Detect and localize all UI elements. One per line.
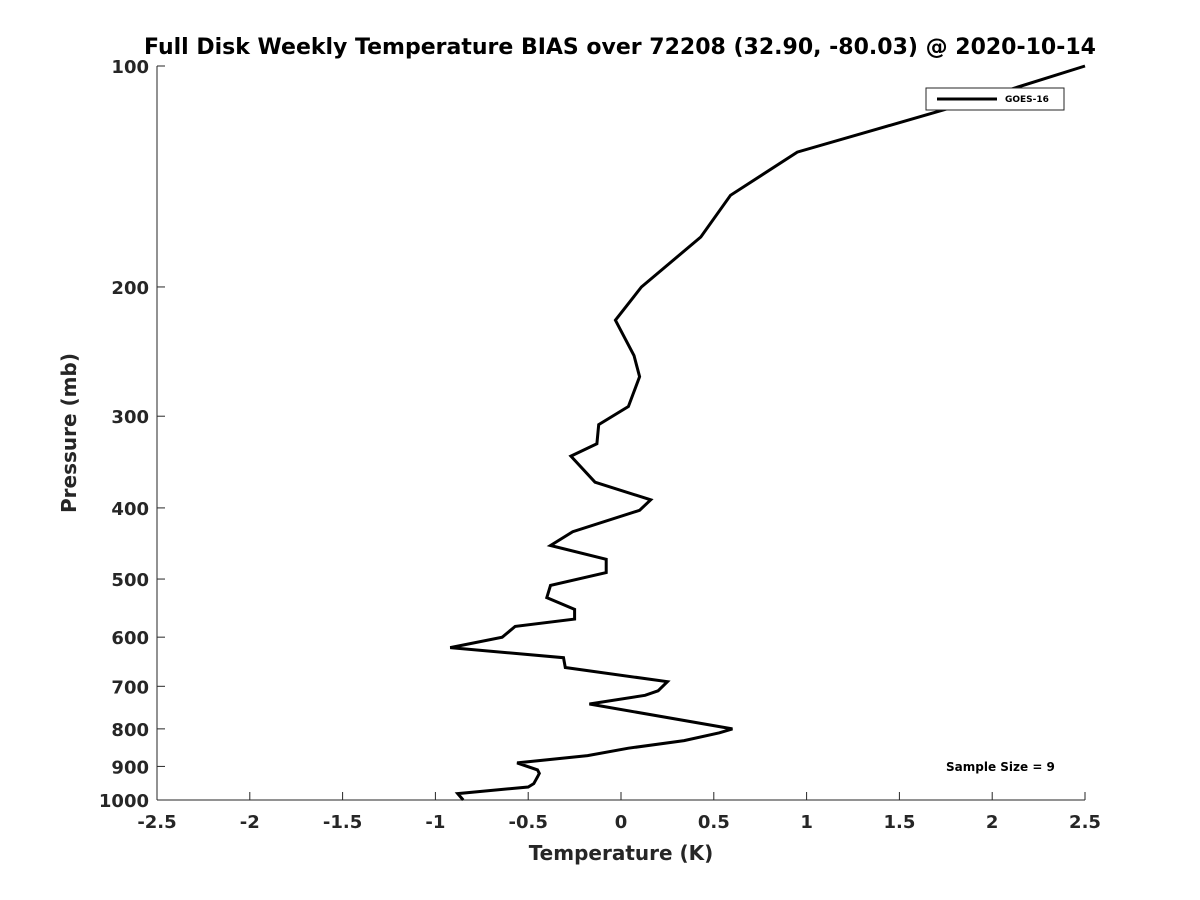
x-tick-label: -0.5: [509, 812, 548, 833]
y-ticks: 100 200 300 400 500 600 700 800 900 1000: [99, 57, 165, 812]
x-tick-label: 0: [615, 812, 628, 833]
series-line-goes-16: [449, 64, 1086, 801]
y-tick-label: 1000: [99, 791, 149, 812]
x-tick-label: 2.5: [1069, 812, 1101, 833]
x-tick-label: 1.5: [883, 812, 915, 833]
legend: GOES-16: [925, 87, 1065, 111]
y-tick-label: 200: [111, 278, 149, 299]
x-tick-label: -1.5: [323, 812, 362, 833]
y-tick-label: 100: [111, 57, 149, 78]
y-tick-label: 900: [111, 757, 149, 778]
y-tick-label: 700: [111, 677, 149, 698]
x-tick-label: 0.5: [698, 812, 730, 833]
plot-area: -2.5 -2 -1.5 -1 -0.5 0 0.5 1 1.5 2 2.5 100 200 300 40…: [99, 57, 1101, 833]
y-tick-label: 400: [111, 499, 149, 520]
x-tick-label: -2.5: [137, 812, 176, 833]
series-layer: [449, 64, 1086, 801]
x-axis-label: Temperature (K): [529, 841, 714, 865]
sample-size-annotation: Sample Size = 9: [946, 760, 1055, 774]
x-ticks: -2.5 -2 -1.5 -1 -0.5 0 0.5 1 1.5 2 2.5: [137, 792, 1101, 833]
x-tick-label: -1: [425, 812, 445, 833]
legend-label: GOES-16: [1005, 95, 1049, 105]
chart-title: Full Disk Weekly Temperature BIAS over 7…: [144, 35, 1096, 60]
y-tick-label: 300: [111, 407, 149, 428]
y-tick-label: 500: [111, 570, 149, 591]
y-tick-label: 600: [111, 628, 149, 649]
x-tick-label: 2: [986, 812, 999, 833]
x-tick-label: 1: [800, 812, 813, 833]
x-tick-label: -2: [240, 812, 260, 833]
y-axis-label: Pressure (mb): [57, 353, 81, 513]
y-tick-label: 800: [111, 720, 149, 741]
